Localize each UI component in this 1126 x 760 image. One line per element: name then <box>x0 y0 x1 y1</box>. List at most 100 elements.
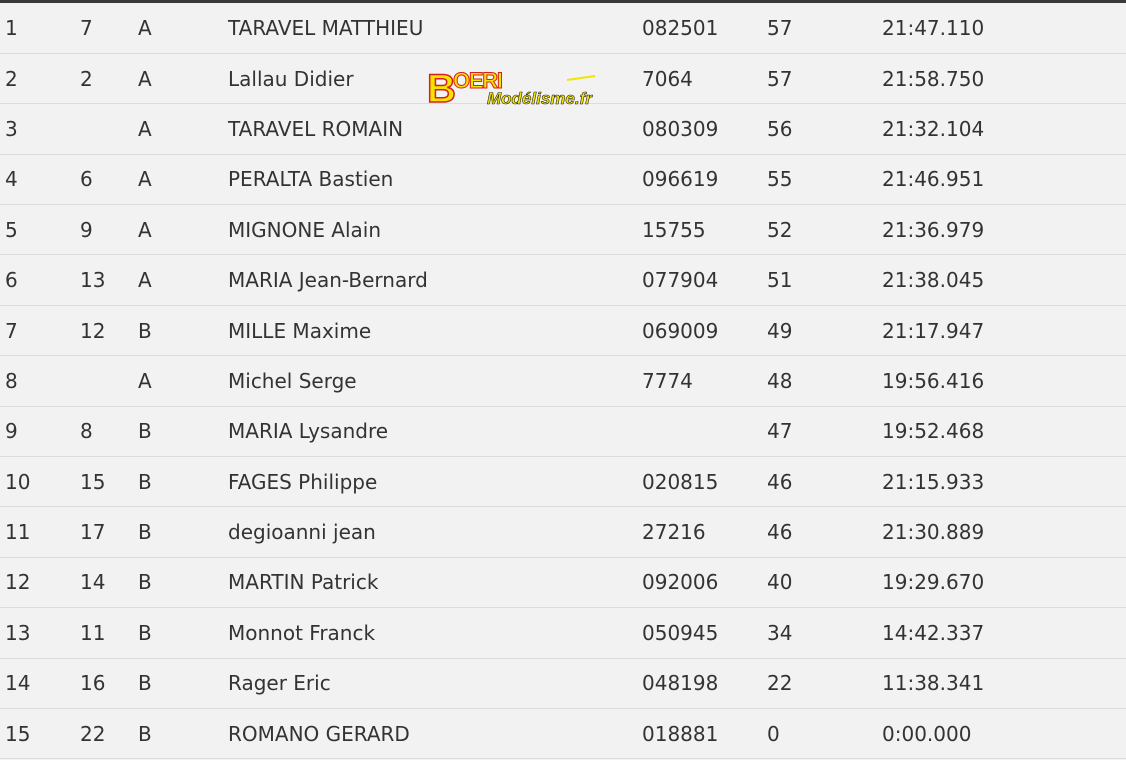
cell-laps: 47 <box>767 419 793 444</box>
cell-license: 7064 <box>642 66 693 91</box>
cell-category: A <box>138 167 152 192</box>
cell-total-time: 21:36.979 <box>882 217 985 242</box>
cell-laps: 34 <box>767 620 793 645</box>
cell-position: 14 <box>5 671 31 696</box>
table-row: 4 6 A PERALTA Bastien 096619 55 21:46.951 <box>0 154 1126 205</box>
cell-total-time: 21:30.889 <box>882 520 985 545</box>
cell-category: A <box>138 66 152 91</box>
cell-license <box>642 406 767 456</box>
cell-number: 2 <box>80 66 93 91</box>
cell-laps: 0 <box>767 721 780 746</box>
cell-position: 7 <box>5 318 18 343</box>
cell-position: 2 <box>5 66 18 91</box>
cell-category: A <box>138 15 152 40</box>
cell-position: 5 <box>5 217 18 242</box>
cell-laps: 46 <box>767 469 793 494</box>
cell-category: B <box>138 671 152 696</box>
cell-position: 4 <box>5 167 18 192</box>
cell-category: B <box>138 469 152 494</box>
cell-number: 11 <box>80 620 106 645</box>
cell-total-time: 19:52.468 <box>882 419 985 444</box>
cell-category: B <box>138 570 152 595</box>
cell-number <box>80 356 138 406</box>
cell-category: B <box>138 721 152 746</box>
cell-license: 7774 <box>642 368 693 393</box>
cell-total-time: 21:17.947 <box>882 318 985 343</box>
cell-number <box>80 104 138 154</box>
cell-driver-name: Rager Eric <box>228 671 331 696</box>
cell-category: B <box>138 419 152 444</box>
table-row: 3 A TARAVEL ROMAIN 080309 56 21:32.104 <box>0 104 1126 155</box>
table-row: 6 13 A MARIA Jean-Bernard 077904 51 21:38.045 <box>0 255 1126 306</box>
cell-position: 1 <box>5 15 18 40</box>
cell-category: A <box>138 217 152 242</box>
cell-position: 10 <box>5 469 31 494</box>
table-row: 2 2 A Lallau Didier 7064 57 21:58.750 <box>0 53 1126 104</box>
cell-license: 096619 <box>642 167 719 192</box>
cell-position: 3 <box>5 116 18 141</box>
cell-license: 050945 <box>642 620 719 645</box>
cell-laps: 40 <box>767 570 793 595</box>
cell-license: 020815 <box>642 469 719 494</box>
table-row: 14 16 B Rager Eric 048198 22 11:38.341 <box>0 658 1126 709</box>
cell-total-time: 21:58.750 <box>882 66 985 91</box>
cell-laps: 56 <box>767 116 793 141</box>
cell-total-time: 21:15.933 <box>882 469 985 494</box>
cell-driver-name: TARAVEL MATTHIEU <box>228 15 424 40</box>
cell-number: 22 <box>80 721 106 746</box>
cell-driver-name: PERALTA Bastien <box>228 167 394 192</box>
cell-total-time: 21:32.104 <box>882 116 985 141</box>
cell-license: 092006 <box>642 570 719 595</box>
cell-number: 17 <box>80 520 106 545</box>
cell-laps: 22 <box>767 671 793 696</box>
cell-driver-name: Lallau Didier <box>228 66 354 91</box>
cell-driver-name: degioanni jean <box>228 520 376 545</box>
cell-driver-name: FAGES Philippe <box>228 469 378 494</box>
cell-laps: 49 <box>767 318 793 343</box>
cell-laps: 55 <box>767 167 793 192</box>
cell-driver-name: MARTIN Patrick <box>228 570 379 595</box>
table-row: 13 11 B Monnot Franck 050945 34 14:42.337 <box>0 608 1126 659</box>
cell-total-time: 0:00.000 <box>882 721 972 746</box>
cell-laps: 57 <box>767 66 793 91</box>
cell-total-time: 21:46.951 <box>882 167 985 192</box>
cell-number: 15 <box>80 469 106 494</box>
svg-text:OERI: OERI <box>453 68 503 93</box>
cell-position: 9 <box>5 419 18 444</box>
cell-position: 12 <box>5 570 31 595</box>
cell-category: B <box>138 620 152 645</box>
cell-number: 9 <box>80 217 93 242</box>
cell-driver-name: MIGNONE Alain <box>228 217 382 242</box>
cell-number: 7 <box>80 15 93 40</box>
cell-number: 12 <box>80 318 106 343</box>
cell-driver-name: Monnot Franck <box>228 620 376 645</box>
cell-driver-name: Michel Serge <box>228 368 357 393</box>
cell-laps: 57 <box>767 15 793 40</box>
table-row: 5 9 A MIGNONE Alain 15755 52 21:36.979 <box>0 205 1126 255</box>
cell-category: B <box>138 520 152 545</box>
table-row: 8 A Michel Serge 7774 48 19:56.416 <box>0 356 1126 407</box>
cell-category: A <box>138 368 152 393</box>
cell-laps: 52 <box>767 217 793 242</box>
cell-license: 27216 <box>642 520 706 545</box>
cell-position: 13 <box>5 620 31 645</box>
cell-driver-name: MARIA Jean-Bernard <box>228 268 428 293</box>
cell-license: 082501 <box>642 15 719 40</box>
cell-laps: 46 <box>767 520 793 545</box>
svg-text:Modélisme.fr: Modélisme.fr <box>487 89 593 108</box>
cell-position: 8 <box>5 368 18 393</box>
cell-number: 14 <box>80 570 106 595</box>
cell-number: 8 <box>80 419 93 444</box>
cell-position: 6 <box>5 268 18 293</box>
cell-license: 080309 <box>642 116 719 141</box>
cell-position: 15 <box>5 721 31 746</box>
cell-license: 077904 <box>642 268 719 293</box>
table-row: 12 14 B MARTIN Patrick 092006 40 19:29.670 <box>0 557 1126 608</box>
cell-driver-name: MILLE Maxime <box>228 318 372 343</box>
cell-category: A <box>138 268 152 293</box>
cell-number: 16 <box>80 671 106 696</box>
cell-number: 6 <box>80 167 93 192</box>
cell-total-time: 11:38.341 <box>882 671 985 696</box>
cell-driver-name: MARIA Lysandre <box>228 419 389 444</box>
